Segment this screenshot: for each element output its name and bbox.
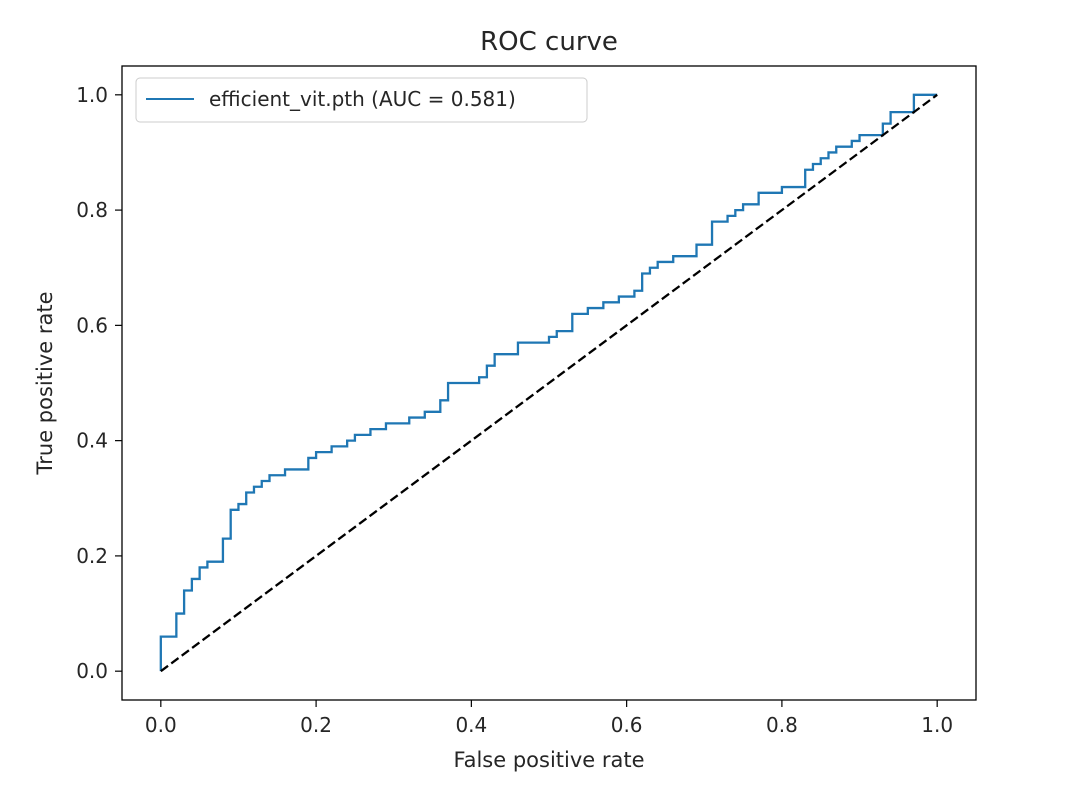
axes-frame: [121, 65, 977, 701]
y-tick-label: 0.2: [76, 544, 108, 568]
x-tick-label: 0.4: [455, 713, 487, 737]
chance-diagonal-line: [160, 93, 938, 673]
legend: efficient_vit.pth (AUC = 0.581): [135, 77, 588, 123]
x-axis-label: False positive rate: [453, 748, 644, 772]
y-tick-label: 0.0: [76, 659, 108, 683]
y-tick-label: 0.4: [76, 429, 108, 453]
legend-box: [135, 77, 588, 123]
y-tick-label: 0.8: [76, 198, 108, 222]
x-tick-label: 0.8: [766, 713, 798, 737]
x-tick-label: 0.6: [611, 713, 643, 737]
x-tick-label: 0.0: [145, 713, 177, 737]
x-tick-label: 0.2: [300, 713, 332, 737]
x-tick-label: 1.0: [921, 713, 953, 737]
roc-curve-line: [159, 93, 938, 672]
y-axis-label: True positive rate: [33, 292, 57, 476]
y-tick-label: 1.0: [76, 83, 108, 107]
legend-label: efficient_vit.pth (AUC = 0.581): [209, 87, 516, 111]
y-tick-label: 0.6: [76, 313, 108, 337]
y-axis: 0.0 0.2 0.4 0.6 0.8 1.0: [76, 83, 122, 683]
x-axis: 0.0 0.2 0.4 0.6 0.8 1.0: [145, 700, 953, 737]
chart-title: ROC curve: [480, 27, 618, 57]
plot-area: [159, 93, 938, 673]
